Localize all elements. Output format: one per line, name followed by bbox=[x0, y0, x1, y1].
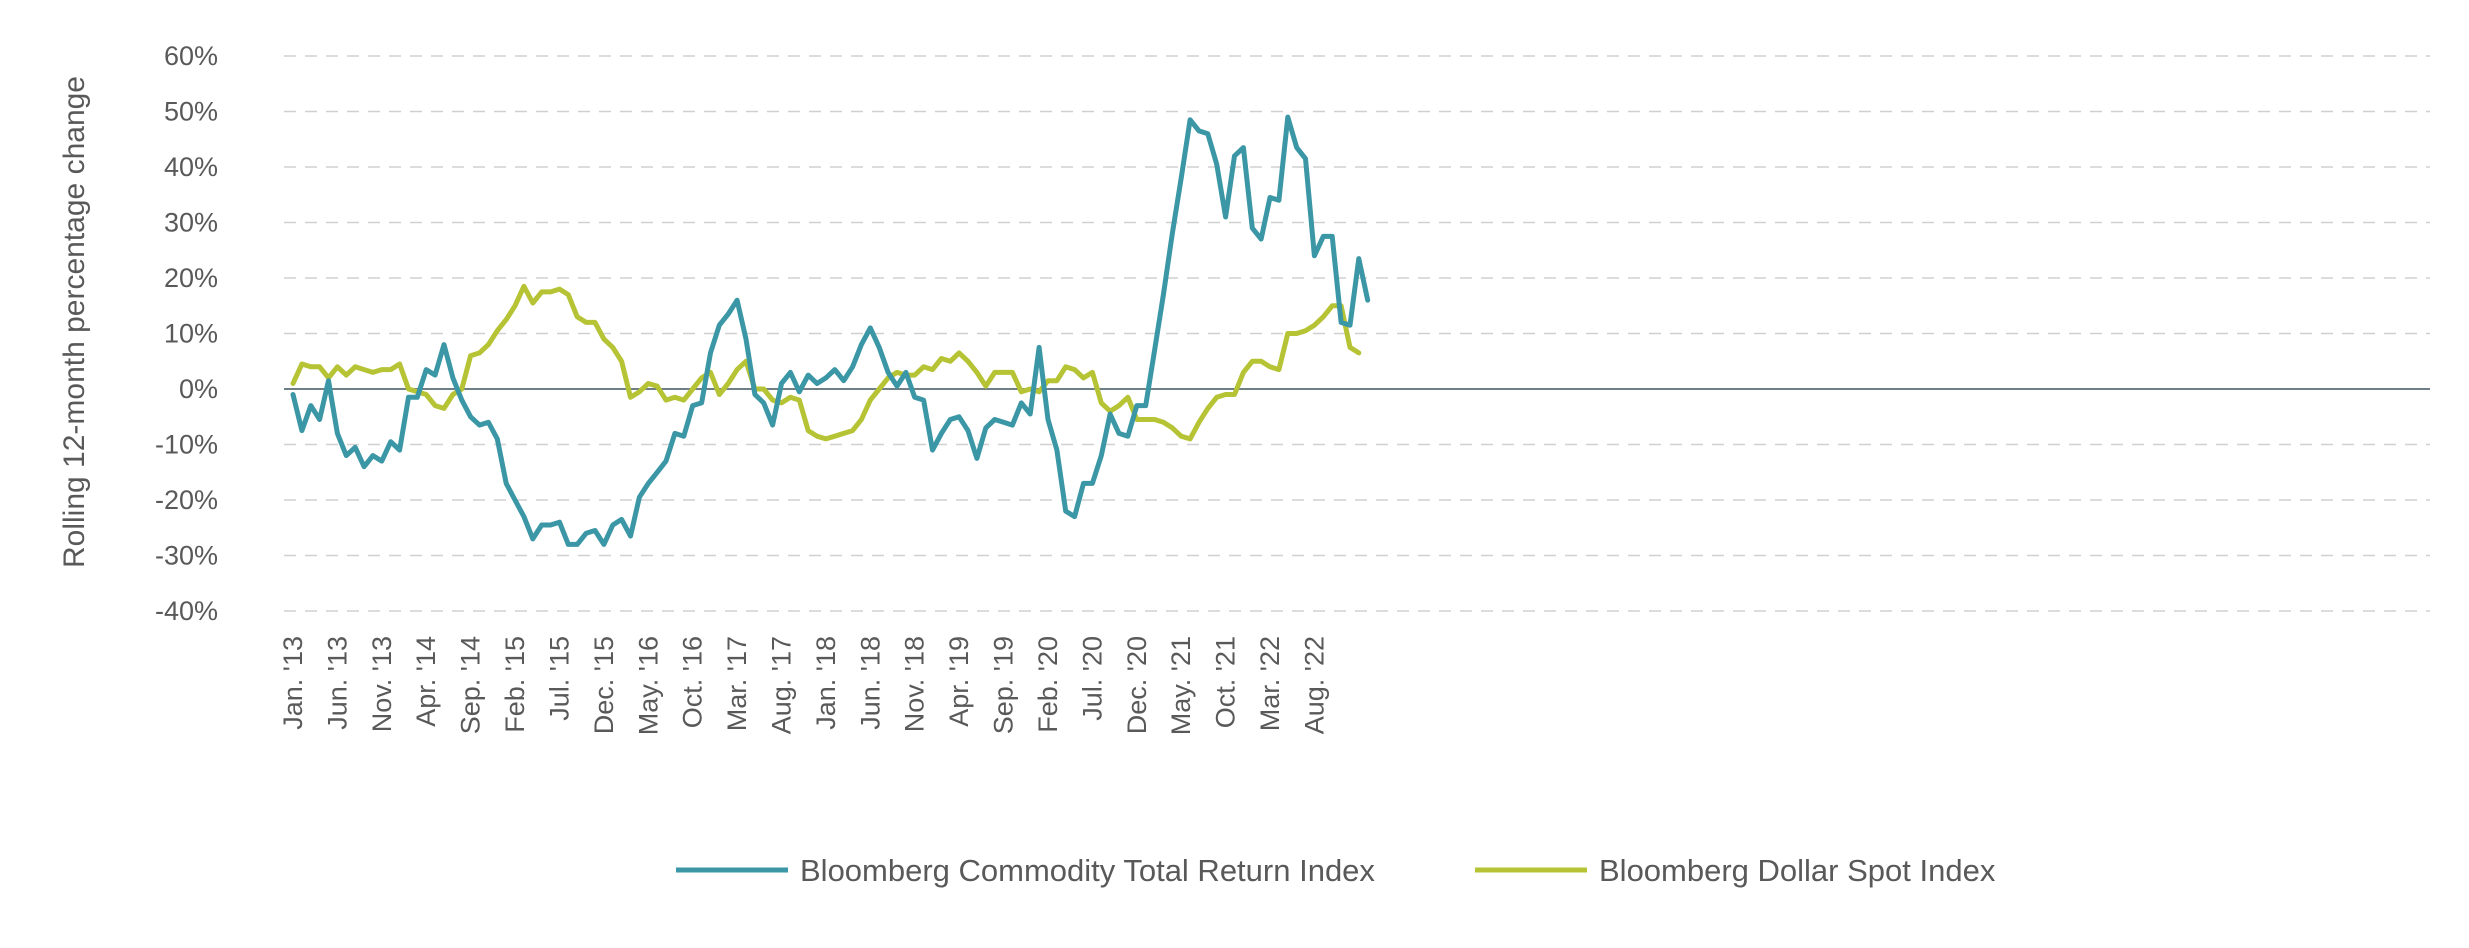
x-tick-label: Jun. '18 bbox=[855, 636, 885, 730]
plot-area bbox=[290, 114, 1371, 547]
y-tick-label: 20% bbox=[164, 263, 218, 293]
y-tick-label: -20% bbox=[155, 485, 218, 515]
legend-label: Bloomberg Dollar Spot Index bbox=[1599, 853, 1996, 888]
x-tick-label: Feb. '15 bbox=[500, 636, 530, 733]
y-tick-label: 0% bbox=[179, 374, 218, 404]
series-line bbox=[290, 114, 1371, 547]
y-axis-label: Rolling 12-month percentage change bbox=[58, 76, 91, 568]
x-tick-label: Aug. '17 bbox=[767, 636, 797, 734]
legend-label: Bloomberg Commodity Total Return Index bbox=[800, 853, 1375, 888]
legend: Bloomberg Commodity Total Return Index Bl… bbox=[676, 853, 1996, 888]
y-tick-label: 10% bbox=[164, 319, 218, 349]
x-tick-label: Sep. '19 bbox=[989, 636, 1019, 734]
x-tick-label: Mar. '22 bbox=[1255, 636, 1285, 731]
x-tick-label: Nov. '13 bbox=[367, 636, 397, 732]
x-tick-label: May. '16 bbox=[633, 636, 663, 735]
y-tick-label: -40% bbox=[155, 596, 218, 626]
x-tick-label: Dec. '20 bbox=[1122, 636, 1152, 734]
y-tick-label: -10% bbox=[155, 430, 218, 460]
x-tick-label: Dec. '15 bbox=[589, 636, 619, 734]
y-tick-label: 60% bbox=[164, 41, 218, 71]
x-tick-label: Apr. '19 bbox=[944, 636, 974, 727]
x-tick-label: Sep. '14 bbox=[456, 636, 486, 734]
x-tick-label: Apr. '14 bbox=[411, 636, 441, 727]
y-tick-label: 40% bbox=[164, 152, 218, 182]
x-tick-label: Feb. '20 bbox=[1033, 636, 1063, 733]
series-line bbox=[290, 283, 1362, 442]
grid bbox=[284, 55, 2430, 612]
x-tick-label: Oct. '16 bbox=[678, 636, 708, 728]
x-tick-label: Jun. '13 bbox=[322, 636, 352, 730]
y-axis: 60% 50% 40% 30% 20% 10% 0% -10% -20% -30% -40% bbox=[155, 41, 218, 626]
x-tick-label: Aug. '22 bbox=[1299, 636, 1329, 734]
x-axis: Jan. '13 Jun. '13 Nov. '13 Apr. '14 Sep. '14… bbox=[278, 636, 1329, 735]
x-tick-label: Jan. '13 bbox=[278, 636, 308, 730]
y-tick-label: 30% bbox=[164, 208, 218, 238]
x-tick-label: Oct. '21 bbox=[1211, 636, 1241, 728]
x-tick-label: Mar. '17 bbox=[722, 636, 752, 731]
x-tick-label: Jul. '15 bbox=[544, 636, 574, 721]
x-tick-label: Jul. '20 bbox=[1077, 636, 1107, 721]
x-tick-label: Jan. '18 bbox=[811, 636, 841, 730]
y-tick-label: -30% bbox=[155, 541, 218, 571]
x-tick-label: May. '21 bbox=[1166, 636, 1196, 735]
y-tick-label: 50% bbox=[164, 97, 218, 127]
x-tick-label: Nov. '18 bbox=[900, 636, 930, 732]
